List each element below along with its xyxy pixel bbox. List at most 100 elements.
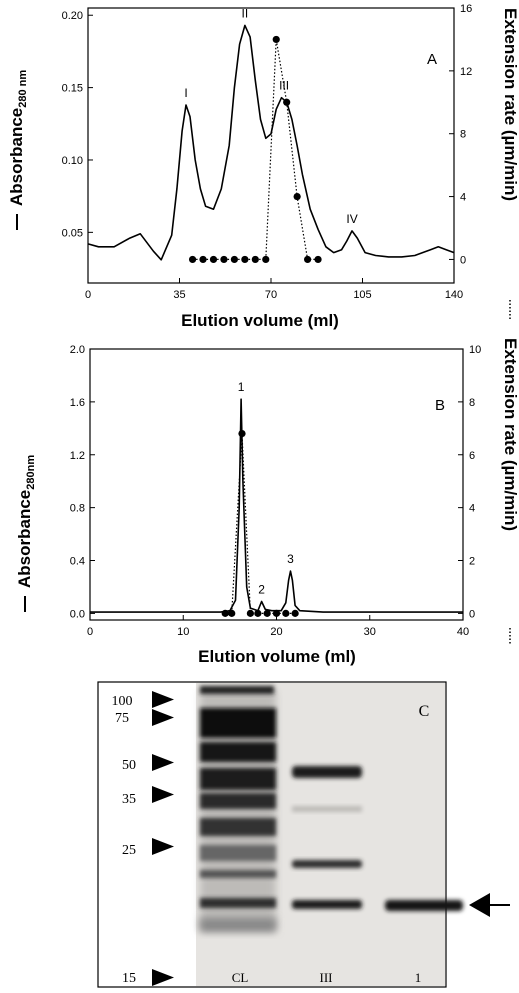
lane-cl-band-100: [200, 686, 274, 694]
lane-cl-bands: [200, 686, 276, 932]
chart-b-extension-point: [221, 609, 229, 617]
chart-b-extension-point: [228, 609, 236, 617]
chart-a-extension-point: [283, 98, 291, 106]
chart-b-y-tick-label-right: 0: [469, 608, 475, 620]
chart-a-extension-point: [251, 255, 259, 264]
marker-label-35: 35: [122, 792, 136, 807]
chart-b-x-axis-title: Elution volume (ml): [198, 647, 356, 666]
chart-b-peak-label: 3: [287, 552, 294, 566]
chart-a-y-axis-title-left: Absorbance280 nm: [7, 70, 29, 206]
lane-iii-bands: [292, 766, 362, 909]
chart-b-x-tick-label: 30: [364, 626, 376, 638]
gel-panel-label: C: [419, 703, 430, 720]
chart-b-y-tick-label-right: 4: [469, 503, 475, 515]
chart-b-y-tick-label-left: 1.2: [70, 450, 85, 462]
target-band-arrowhead: [469, 893, 490, 917]
gel-marker-arrowheads: [152, 691, 174, 986]
chart-a-extension-line: [192, 39, 319, 260]
chart-b-extension-point: [263, 609, 271, 617]
chart-a-x-tick-label: 35: [173, 289, 185, 301]
chart-b-extension-point: [282, 609, 290, 617]
marker-arrowhead-35: [152, 786, 174, 803]
marker-label-100: 100: [112, 694, 133, 709]
chart-a-panel-label: A: [427, 51, 437, 68]
lane-label-1: 1: [415, 970, 422, 985]
chart-b-y-tick-label-left: 0.0: [70, 608, 85, 620]
chart-a-x-ticks: 0 35 70 105 140: [85, 278, 463, 301]
lane-cl-band-30: [200, 845, 276, 861]
chart-a-extension-point: [209, 255, 218, 264]
chart-b-extension-point: [254, 609, 262, 617]
chart-a-x-tick-label: 105: [353, 289, 371, 301]
lane-label-iii: III: [320, 970, 333, 985]
chart-a-extension-point: [241, 255, 249, 264]
chart-b-extension-line: [225, 433, 296, 615]
marker-arrowhead-100: [152, 691, 174, 708]
chart-a-extension-point: [293, 192, 301, 201]
chart-a-extension-point: [230, 255, 238, 264]
chart-b-x-tick-label: 0: [87, 626, 93, 638]
chart-a-extension-point: [188, 255, 197, 264]
chart-a-extension-point: [220, 255, 228, 264]
lane-1-bands: [385, 900, 463, 911]
chart-b-x-tick-label: 20: [270, 626, 282, 638]
chart-a-y-tick-label-left: 0.15: [62, 83, 83, 95]
lane-iii-band-50: [292, 766, 362, 778]
marker-arrowhead-15: [152, 969, 174, 986]
chart-b-peak-label: 2: [258, 582, 265, 596]
chart-a-y-tick-label-right: 8: [460, 129, 466, 141]
chart-b-y-tick-label-left: 1.6: [70, 397, 85, 409]
chart-a-extension-point: [199, 255, 207, 264]
chart-b-plot-frame: [89, 348, 464, 621]
chart-b-x-tick-label: 40: [457, 626, 469, 638]
chart-a-y-tick-label-left: 0.05: [62, 227, 83, 239]
chart-a-x-tick-label: 70: [265, 289, 277, 301]
target-band-arrow: [469, 893, 510, 917]
lane-cl-band-22: [200, 898, 276, 908]
chart-a-x-tick-label: 0: [85, 289, 91, 301]
chart-a-absorbance-line: [87, 24, 455, 261]
chart-a-y-ticks-left: 0.05 0.10 0.15 0.20: [62, 10, 93, 239]
chart-a-y-axis-title-left-subscript: 280 nm: [17, 70, 29, 108]
marker-label-75: 75: [115, 711, 129, 726]
lane-label-cl: CL: [232, 970, 249, 985]
chart-b-x-tick-label: 10: [177, 626, 189, 638]
chart-b-y-tick-label-left: 0.8: [70, 503, 85, 515]
lane-cl-band-75: [200, 708, 276, 738]
chart-b-y-axis-title-right: Extension rate (µm/min): [501, 338, 519, 531]
lane-iii-band-faint: [292, 806, 362, 812]
lane-cl-band-38: [200, 793, 276, 809]
chart-b-panel-label: B: [435, 397, 445, 414]
lane-cl-band-35: [200, 818, 276, 836]
chart-a-y-tick-label-left: 0.20: [62, 10, 83, 22]
chart-b-y-tick-label-right: 10: [469, 344, 481, 356]
chart-a-y-tick-label-right: 16: [460, 3, 472, 15]
chart-a-y-tick-label-right: 12: [460, 66, 472, 78]
chart-b-y-tick-label-right: 6: [469, 450, 475, 462]
lane-iii-band-22: [292, 900, 362, 909]
chart-a-y-tick-label-right: 4: [460, 192, 466, 204]
chart-a-peak-label: I: [184, 86, 187, 100]
chart-a-x-axis-title: Elution volume (ml): [181, 311, 339, 330]
chart-a-y-axis-title-right: Extension rate (µm/min): [501, 8, 519, 201]
chart-a-extension-point: [314, 255, 322, 264]
chart-b-y-tick-label-left: 0.4: [70, 556, 85, 568]
chart-a-x-tick-label: 140: [445, 289, 463, 301]
chart-b-extension-point: [238, 430, 246, 438]
chart-a-y-tick-label-left: 0.10: [62, 155, 83, 167]
chart-b-extension-point: [272, 609, 281, 617]
chart-b-y-axis-title-left-subscript: 280nm: [25, 455, 37, 490]
chart-a-extension-point: [262, 255, 270, 264]
chart-b-y-ticks-left: 0.0 0.4 0.8 1.2 1.6 2.0: [70, 344, 95, 620]
chart-a-peak-label: III: [279, 79, 289, 93]
chart-b-peak-label: 1: [238, 380, 245, 394]
lane-cl-band-50: [200, 768, 276, 790]
chart-a-peak-label: IV: [346, 212, 357, 226]
chart-b-extension-point: [246, 609, 254, 617]
marker-arrowhead-50: [152, 754, 174, 771]
chart-a-extension-point: [304, 255, 312, 264]
chart-b-absorbance-line: [90, 398, 463, 613]
marker-label-50: 50: [122, 758, 136, 773]
